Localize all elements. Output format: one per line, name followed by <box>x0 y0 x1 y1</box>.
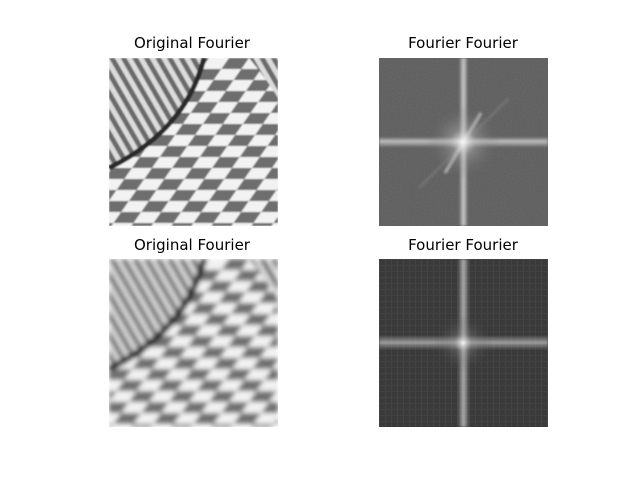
fourier-spectrum-image <box>379 58 548 226</box>
panel-title: Fourier Fourier <box>408 34 518 52</box>
panel-title: Original Fourier <box>134 236 250 254</box>
checkerboard-image <box>109 259 278 427</box>
panel-title: Original Fourier <box>134 34 250 52</box>
panel-title: Fourier Fourier <box>408 236 518 254</box>
fourier-spectrum-image <box>379 259 548 427</box>
checkerboard-image <box>109 58 278 226</box>
